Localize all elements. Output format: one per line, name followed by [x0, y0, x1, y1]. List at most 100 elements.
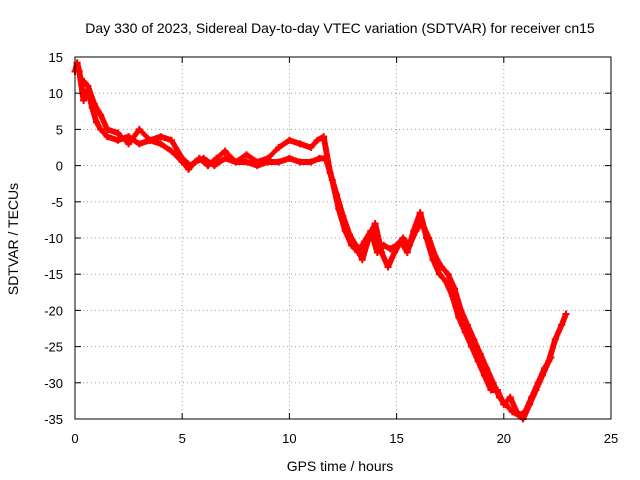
- data-point: [97, 111, 105, 119]
- x-tick-label: 10: [282, 431, 296, 446]
- data-point: [423, 234, 431, 242]
- data-point: [339, 212, 347, 220]
- series-layer: [71, 59, 570, 423]
- data-point: [103, 133, 111, 141]
- data-point: [450, 285, 458, 293]
- data-point: [221, 154, 229, 162]
- data-point: [80, 96, 88, 104]
- data-point: [333, 191, 341, 199]
- data-point: [135, 125, 143, 133]
- data-point: [444, 270, 452, 278]
- y-axis-title: SDTVAR / TECUs: [5, 183, 21, 295]
- data-point: [204, 162, 212, 170]
- series-markers: [78, 75, 569, 422]
- y-tick-label: 5: [56, 122, 63, 137]
- data-point: [125, 133, 133, 141]
- data-point: [157, 133, 165, 141]
- data-point: [232, 158, 240, 166]
- data-point: [410, 227, 418, 235]
- data-point: [378, 248, 386, 256]
- data-point: [551, 335, 559, 343]
- data-point: [397, 238, 405, 246]
- data-point: [489, 379, 497, 387]
- data-point: [448, 292, 456, 300]
- data-point: [315, 154, 323, 162]
- data-point: [483, 364, 491, 372]
- data-point: [326, 169, 334, 177]
- data-point: [468, 343, 476, 351]
- y-tick-label: -35: [44, 412, 63, 427]
- data-point: [435, 270, 443, 278]
- data-point: [345, 230, 353, 238]
- data-point: [313, 136, 321, 144]
- data-point: [178, 154, 186, 162]
- data-point: [243, 151, 251, 159]
- data-point: [195, 154, 203, 162]
- y-tick-label: 15: [49, 50, 63, 65]
- data-point: [384, 263, 392, 271]
- data-point: [532, 386, 540, 394]
- data-point: [114, 129, 122, 137]
- chart-title: Day 330 of 2023, Sidereal Day-to-day VTE…: [85, 20, 595, 36]
- data-point: [506, 393, 514, 401]
- data-point: [275, 144, 283, 151]
- data-point: [461, 328, 469, 336]
- data-point: [275, 158, 283, 166]
- data-point: [399, 234, 407, 242]
- data-point: [493, 386, 501, 394]
- data-point: [526, 401, 534, 409]
- data-point: [296, 158, 304, 166]
- series-track-b: [77, 75, 570, 423]
- y-tick-label: -15: [44, 267, 63, 282]
- data-point: [135, 140, 143, 148]
- x-tick-label: 25: [604, 431, 618, 446]
- data-point: [213, 154, 221, 162]
- data-point: [371, 220, 379, 228]
- data-point: [285, 154, 293, 162]
- x-axis-title: GPS time / hours: [287, 458, 394, 474]
- data-point: [84, 82, 92, 90]
- data-point: [386, 245, 394, 253]
- data-point: [365, 234, 373, 242]
- data-point: [320, 133, 328, 141]
- data-point: [296, 140, 304, 148]
- data-point: [185, 165, 193, 173]
- data-point: [114, 136, 122, 144]
- data-point: [442, 277, 450, 285]
- data-point: [103, 125, 111, 133]
- y-tick-label: -25: [44, 340, 63, 355]
- data-point: [253, 158, 261, 166]
- y-tick-label: 0: [56, 159, 63, 174]
- y-tick-label: 10: [49, 86, 63, 101]
- data-point: [125, 140, 133, 148]
- y-tick-label: -20: [44, 303, 63, 318]
- x-tick-label: 0: [71, 431, 78, 446]
- data-point: [146, 136, 154, 144]
- data-point: [264, 154, 272, 162]
- y-tick-label: -5: [51, 195, 63, 210]
- data-point: [487, 386, 495, 394]
- axis-ticks: 0 5 10 15 20 25 15 10 5 0 -5 -10 -15 -20 -25 -30 -35: [44, 50, 618, 446]
- x-tick-label: 15: [389, 431, 403, 446]
- data-point: [210, 162, 218, 170]
- data-point: [538, 372, 546, 380]
- data-point: [307, 158, 315, 166]
- data-point: [92, 118, 100, 126]
- data-point: [157, 140, 165, 148]
- x-tick-label: 20: [497, 431, 511, 446]
- x-tick-label: 5: [179, 431, 186, 446]
- grid: [75, 57, 611, 419]
- data-point: [562, 310, 570, 318]
- data-point: [97, 125, 105, 133]
- data-point: [500, 401, 508, 409]
- data-point: [403, 248, 411, 256]
- data-point: [243, 158, 251, 166]
- data-point: [558, 321, 566, 329]
- data-point: [416, 209, 424, 217]
- data-point: [167, 147, 175, 155]
- data-point: [429, 256, 437, 264]
- data-point: [474, 357, 482, 365]
- data-point: [390, 248, 398, 256]
- data-point: [75, 67, 83, 75]
